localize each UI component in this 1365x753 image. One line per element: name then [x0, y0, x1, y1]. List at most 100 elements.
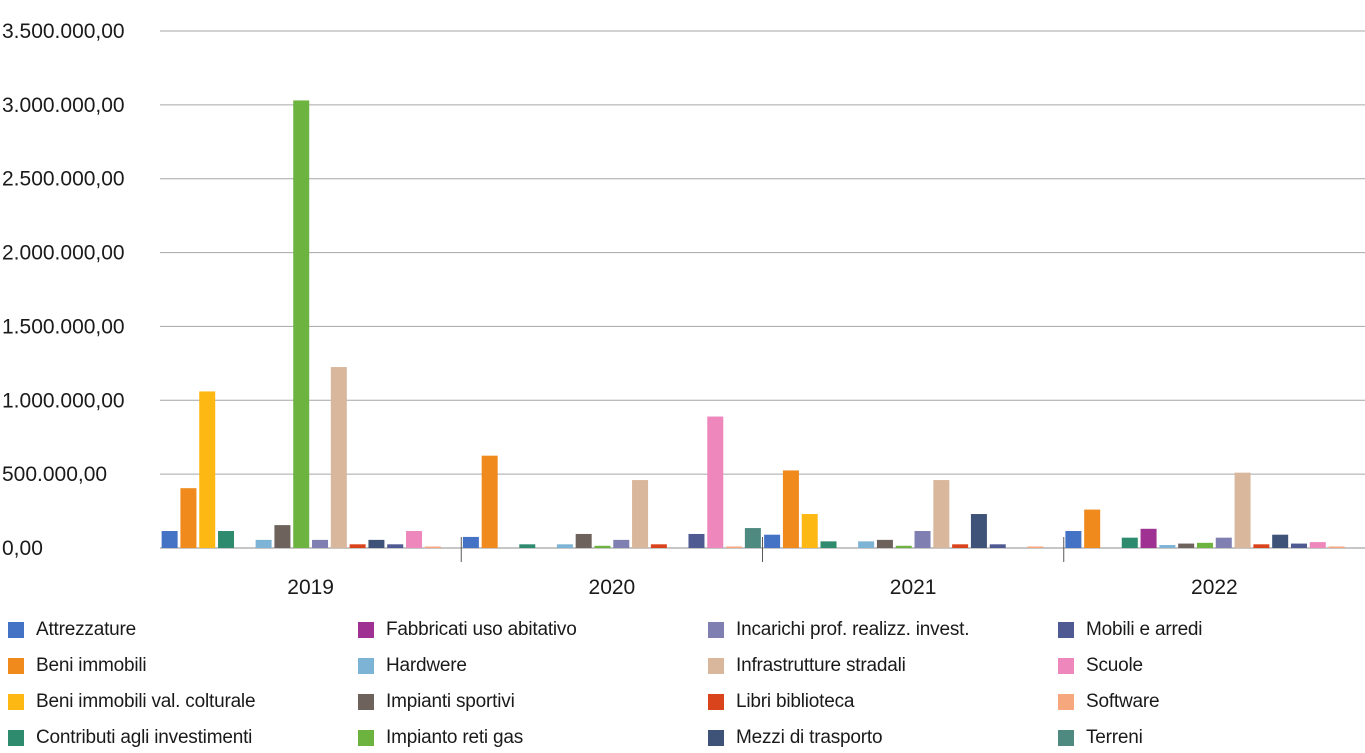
- y-tick-label: 1.000.000,00: [2, 389, 125, 412]
- legend-swatch: [358, 658, 374, 674]
- legend-label: Incarichi prof. realizz. invest.: [736, 619, 970, 640]
- legend-label: Software: [1086, 691, 1160, 712]
- bar: [970, 514, 987, 548]
- legend-item: Beni immobili val. colturale: [8, 691, 256, 712]
- bar: [1328, 546, 1345, 548]
- y-tick-label: 1.500.000,00: [2, 315, 125, 338]
- bar: [1253, 544, 1270, 548]
- bar: [1159, 545, 1176, 548]
- legend-swatch: [8, 622, 24, 638]
- y-tick-label: 0,00: [2, 537, 43, 560]
- bar: [613, 539, 630, 548]
- legend-swatch: [708, 658, 724, 674]
- legend-label: Hardwere: [386, 655, 467, 676]
- legend-item: Infrastrutture stradali: [708, 655, 906, 676]
- bar: [820, 541, 837, 548]
- bar: [764, 534, 781, 548]
- bar: [556, 544, 573, 548]
- legend-label: Attrezzature: [36, 619, 137, 640]
- bar: [1196, 542, 1213, 548]
- bar: [1309, 542, 1326, 548]
- bar: [1234, 472, 1251, 548]
- bar: [575, 533, 592, 548]
- legend-swatch: [1058, 694, 1074, 710]
- bar: [876, 539, 893, 548]
- bar: [161, 531, 178, 548]
- bar: [707, 416, 724, 548]
- legend-label: Beni immobili val. colturale: [36, 691, 256, 712]
- legend-label: Impianto reti gas: [386, 727, 524, 748]
- bar: [1272, 534, 1289, 548]
- bar: [1215, 537, 1232, 548]
- bar: [406, 531, 423, 548]
- x-tick-label: 2019: [287, 576, 334, 599]
- bar: [330, 367, 347, 548]
- legend-item: Impianti sportivi: [358, 691, 515, 712]
- legend-item: Attrezzature: [8, 619, 137, 640]
- bar-chart: 0,00 500.000,00 1.000.000,00 1.500.000,00 2.…: [2, 20, 1365, 599]
- bar: [1140, 528, 1157, 548]
- bar: [368, 539, 385, 548]
- bar: [952, 544, 969, 548]
- legend-item: Beni immobili: [8, 655, 147, 676]
- legend-swatch: [8, 658, 24, 674]
- legend-item: Terreni: [1058, 727, 1143, 748]
- bar: [688, 533, 705, 548]
- legend-item: Mobili e arredi: [1058, 619, 1203, 640]
- bar: [1065, 531, 1082, 548]
- bar: [914, 531, 931, 548]
- legend-label: Mobili e arredi: [1086, 619, 1203, 640]
- legend-swatch: [358, 622, 374, 638]
- bar: [1027, 546, 1044, 548]
- bar: [933, 480, 950, 548]
- y-tick-label: 3.500.000,00: [2, 20, 125, 43]
- bar: [594, 545, 611, 548]
- legend-item: Incarichi prof. realizz. invest.: [708, 619, 970, 640]
- legend-item: Impianto reti gas: [358, 727, 524, 748]
- bar: [895, 545, 912, 548]
- legend-swatch: [1058, 622, 1074, 638]
- legend-label: Infrastrutture stradali: [736, 655, 906, 676]
- bar: [632, 480, 649, 548]
- bars: [161, 100, 1345, 548]
- legend-swatch: [708, 730, 724, 746]
- bar: [650, 544, 667, 548]
- bar: [387, 544, 404, 548]
- legend-item: Software: [1058, 691, 1160, 712]
- grid-lines: [160, 30, 1365, 549]
- bar: [199, 391, 216, 548]
- bar: [218, 531, 235, 548]
- bar: [1178, 543, 1195, 548]
- legend-item: Hardwere: [358, 655, 467, 676]
- legend-item: Contributi agli investimenti: [8, 727, 253, 748]
- legend-swatch: [1058, 658, 1074, 674]
- bar: [989, 544, 1006, 548]
- legend-swatch: [8, 694, 24, 710]
- bar: [462, 536, 479, 548]
- legend-label: Fabbricati uso abitativo: [386, 619, 577, 640]
- bar: [312, 539, 329, 548]
- bar: [481, 455, 498, 548]
- bar: [801, 514, 818, 548]
- legend-item: Fabbricati uso abitativo: [358, 619, 577, 640]
- bar: [293, 100, 310, 548]
- legend-swatch: [358, 694, 374, 710]
- x-axis: 2019 2020 2021 2022: [287, 537, 1238, 599]
- y-tick-label: 2.000.000,00: [2, 242, 125, 265]
- y-tick-label: 2.500.000,00: [2, 168, 125, 191]
- y-tick-label: 3.000.000,00: [2, 94, 125, 117]
- legend-swatch: [8, 730, 24, 746]
- bar: [744, 528, 761, 548]
- legend-item: Libri biblioteca: [708, 691, 854, 712]
- bar: [274, 525, 291, 548]
- bar: [782, 470, 799, 548]
- bar: [424, 546, 441, 548]
- y-tick-label: 500.000,00: [2, 463, 107, 486]
- x-tick-label: 2021: [890, 576, 937, 599]
- legend-label: Contributi agli investimenti: [36, 727, 253, 748]
- bar: [726, 546, 743, 548]
- bar: [858, 541, 875, 548]
- legend-item: Scuole: [1058, 655, 1143, 676]
- bar: [1290, 543, 1307, 548]
- x-tick-label: 2020: [589, 576, 636, 599]
